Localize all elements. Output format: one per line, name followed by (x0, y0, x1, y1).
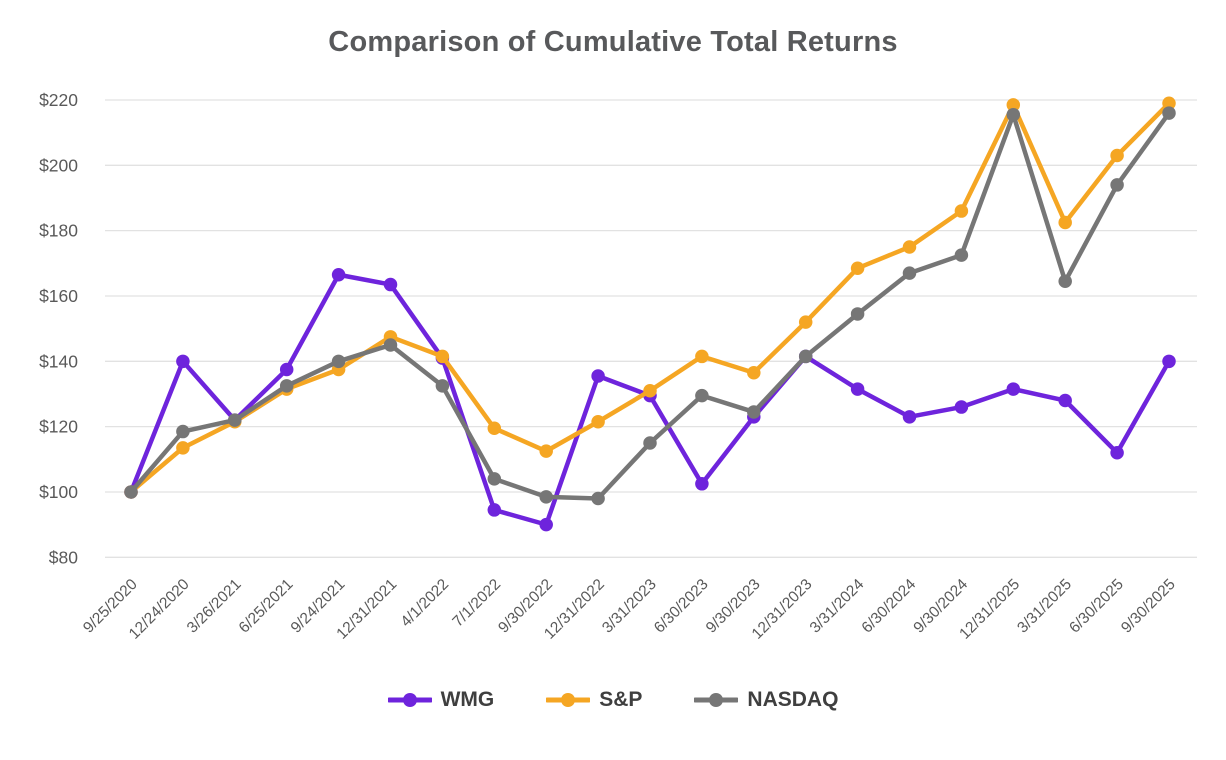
legend-marker-icon (546, 693, 591, 707)
data-point (954, 204, 969, 218)
y-axis-tick-label: $180 (39, 221, 78, 241)
data-point (1162, 96, 1176, 111)
data-point (435, 379, 450, 393)
data-point (1006, 107, 1021, 122)
legend-item-wmg: WMG (387, 688, 495, 712)
data-point (747, 405, 761, 419)
data-point (176, 441, 190, 455)
data-point (954, 400, 969, 414)
legend-marker-icon (387, 693, 432, 707)
x-axis-tick-label: 6/25/2021 (236, 576, 297, 637)
data-point (591, 491, 605, 506)
data-point (798, 349, 813, 364)
data-point (643, 383, 657, 398)
data-point (591, 369, 605, 383)
data-point (850, 382, 865, 396)
data-point (124, 485, 138, 499)
data-point (902, 240, 917, 254)
data-point (487, 472, 502, 486)
data-point (539, 490, 553, 504)
data-point (902, 410, 917, 424)
y-axis-tick-label: $80 (49, 547, 78, 567)
data-point (1110, 178, 1124, 192)
data-point (1006, 98, 1021, 112)
data-point (176, 354, 190, 369)
legend-label-wmg: WMG (440, 688, 495, 711)
legend-marker-icon (694, 693, 739, 707)
legend-item-nasdaq: NASDAQ (694, 688, 838, 712)
data-point (539, 444, 553, 458)
series-line-sp (128, 101, 1172, 495)
x-axis-tick-label: 6/30/2023 (651, 576, 712, 637)
data-point (539, 517, 553, 532)
data-point (1058, 274, 1072, 289)
data-point (487, 421, 502, 436)
y-axis-tick-label: $200 (39, 155, 78, 175)
x-axis-tick-label: 6/30/2024 (859, 576, 920, 637)
x-axis-tick-label: 4/1/2022 (398, 576, 453, 631)
data-point (591, 414, 605, 429)
data-point (902, 266, 917, 280)
x-axis-tick-label: 3/31/2024 (807, 576, 868, 637)
data-point (643, 436, 657, 450)
legend-label-nasdaq: NASDAQ (747, 688, 839, 711)
data-point (279, 362, 294, 377)
y-axis-tick-label: $220 (39, 90, 78, 110)
y-axis-tick-label: $160 (39, 286, 78, 306)
x-axis-tick-label: 7/1/2022 (449, 576, 504, 631)
data-point (331, 268, 346, 282)
data-point (1058, 393, 1072, 408)
data-point (487, 503, 502, 517)
x-axis-tick-label: 9/30/2025 (1118, 576, 1179, 637)
data-point (383, 338, 398, 352)
data-point (1110, 148, 1124, 163)
x-axis-tick-label: 6/30/2025 (1066, 576, 1127, 637)
y-axis-tick-label: $120 (39, 417, 78, 437)
data-point (1162, 354, 1176, 369)
data-point (850, 307, 865, 321)
data-point (1006, 382, 1021, 396)
x-axis-tick-label: 3/26/2021 (184, 576, 245, 637)
data-point (331, 354, 346, 369)
data-point (747, 365, 761, 380)
y-axis-tick-label: $100 (39, 482, 78, 502)
data-point (228, 413, 242, 427)
legend-item-sp: S&P (546, 688, 642, 712)
legend-label-sp: S&P (599, 688, 643, 711)
y-axis-tick-label: $140 (39, 351, 78, 371)
x-axis-tick-label: 3/31/2025 (1014, 576, 1075, 637)
data-point (1162, 106, 1176, 120)
data-point (798, 315, 813, 329)
data-point (850, 261, 865, 275)
data-point (695, 477, 709, 491)
data-point (1110, 446, 1124, 460)
data-point (176, 424, 190, 439)
data-point (954, 248, 969, 262)
data-point (279, 379, 294, 393)
x-axis-tick-label: 3/31/2023 (599, 576, 660, 637)
chart-title: Comparison of Cumulative Total Returns (328, 26, 898, 58)
chart-legend: WMG S&P NASDAQ (0, 688, 1226, 712)
data-point (695, 388, 709, 403)
data-point (1058, 215, 1072, 230)
data-point (435, 349, 450, 364)
data-point (383, 277, 398, 292)
data-point (695, 349, 709, 364)
